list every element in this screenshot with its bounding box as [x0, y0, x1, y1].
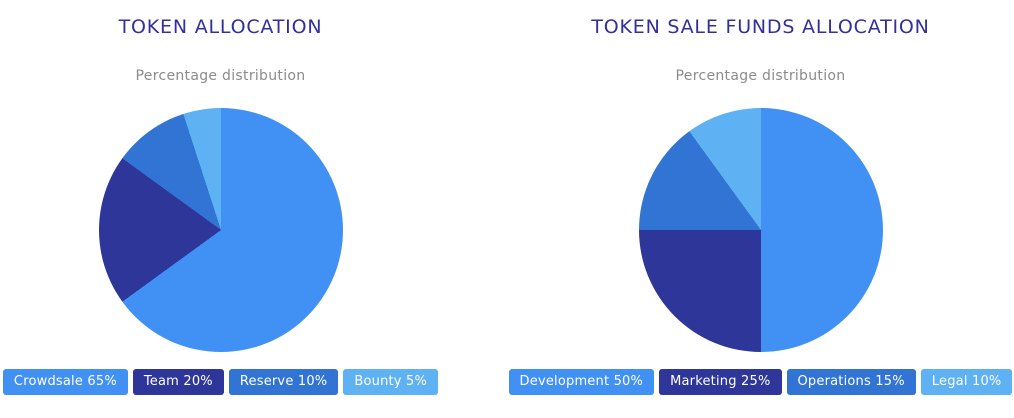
legend-item-development: Development 50% — [508, 369, 655, 395]
legend-item-team: Team 20% — [132, 369, 224, 395]
chart-title: TOKEN SALE FUNDS ALLOCATION — [591, 16, 930, 38]
token-sale-funds-allocation-chart: TOKEN SALE FUNDS ALLOCATION Percentage d… — [507, 0, 1014, 418]
chart-legend: Development 50% Marketing 25% Operations… — [508, 369, 1013, 395]
legend-item-reserve: Reserve 10% — [228, 369, 339, 395]
pie-chart-token-allocation — [98, 108, 343, 352]
chart-subtitle: Percentage distribution — [135, 68, 306, 84]
chart-legend: Crowdsale 65% Team 20% Reserve 10% Bount… — [2, 369, 439, 395]
legend-item-crowdsale: Crowdsale 65% — [2, 369, 128, 395]
legend-item-marketing: Marketing 25% — [659, 369, 782, 395]
pie-chart-token-sale-funds — [638, 108, 883, 352]
legend-item-operations: Operations 15% — [786, 369, 916, 395]
chart-title: TOKEN ALLOCATION — [118, 16, 323, 38]
legend-item-bounty: Bounty 5% — [343, 369, 439, 395]
legend-item-legal: Legal 10% — [920, 369, 1013, 395]
chart-subtitle: Percentage distribution — [675, 68, 846, 84]
token-allocation-chart: TOKEN ALLOCATION Percentage distribution… — [2, 16, 439, 395]
